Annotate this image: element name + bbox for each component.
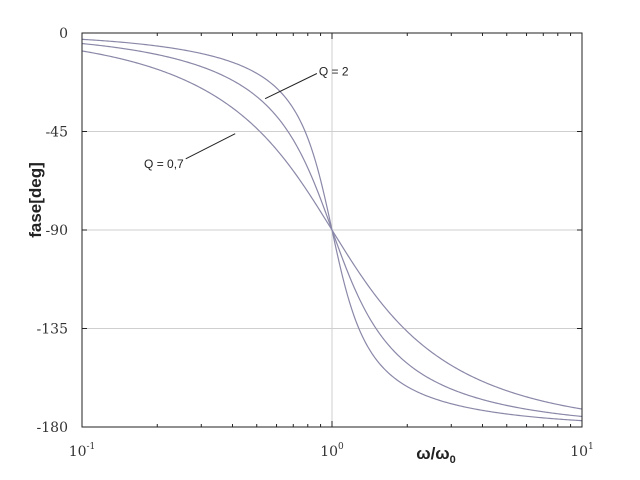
y-tick-label: 0 (59, 26, 68, 42)
annotations: Q = 2 Q = 0,7 (144, 64, 349, 170)
x-axis-title: ω/ω0 (416, 444, 456, 466)
y-axis-title: fase[deg] (26, 162, 45, 238)
annotation-pointer (185, 133, 236, 160)
x-tick-label: 10-1 (69, 442, 96, 460)
annotation-label: Q = 0,7 (144, 157, 184, 171)
x-axis-title-subscript: 0 (450, 454, 456, 466)
y-tick-label: -135 (37, 322, 68, 338)
annotation-label: Q = 2 (319, 64, 349, 78)
tick-marks (81, 32, 583, 428)
y-tick-labels: 0 -45 -90 -135 -180 (37, 26, 68, 436)
x-tick-label: 101 (570, 442, 594, 460)
x-tick-labels: 10-1 100 101 (69, 442, 594, 460)
series-line-q2 (81, 50, 583, 410)
series-lines (81, 38, 583, 422)
grid-lines (82, 33, 582, 427)
x-tick-label: 100 (320, 442, 344, 460)
annotation-pointer (264, 73, 318, 100)
y-tick-label: -45 (45, 125, 68, 141)
y-tick-label: -90 (45, 223, 68, 239)
y-tick-label: -180 (37, 420, 68, 436)
